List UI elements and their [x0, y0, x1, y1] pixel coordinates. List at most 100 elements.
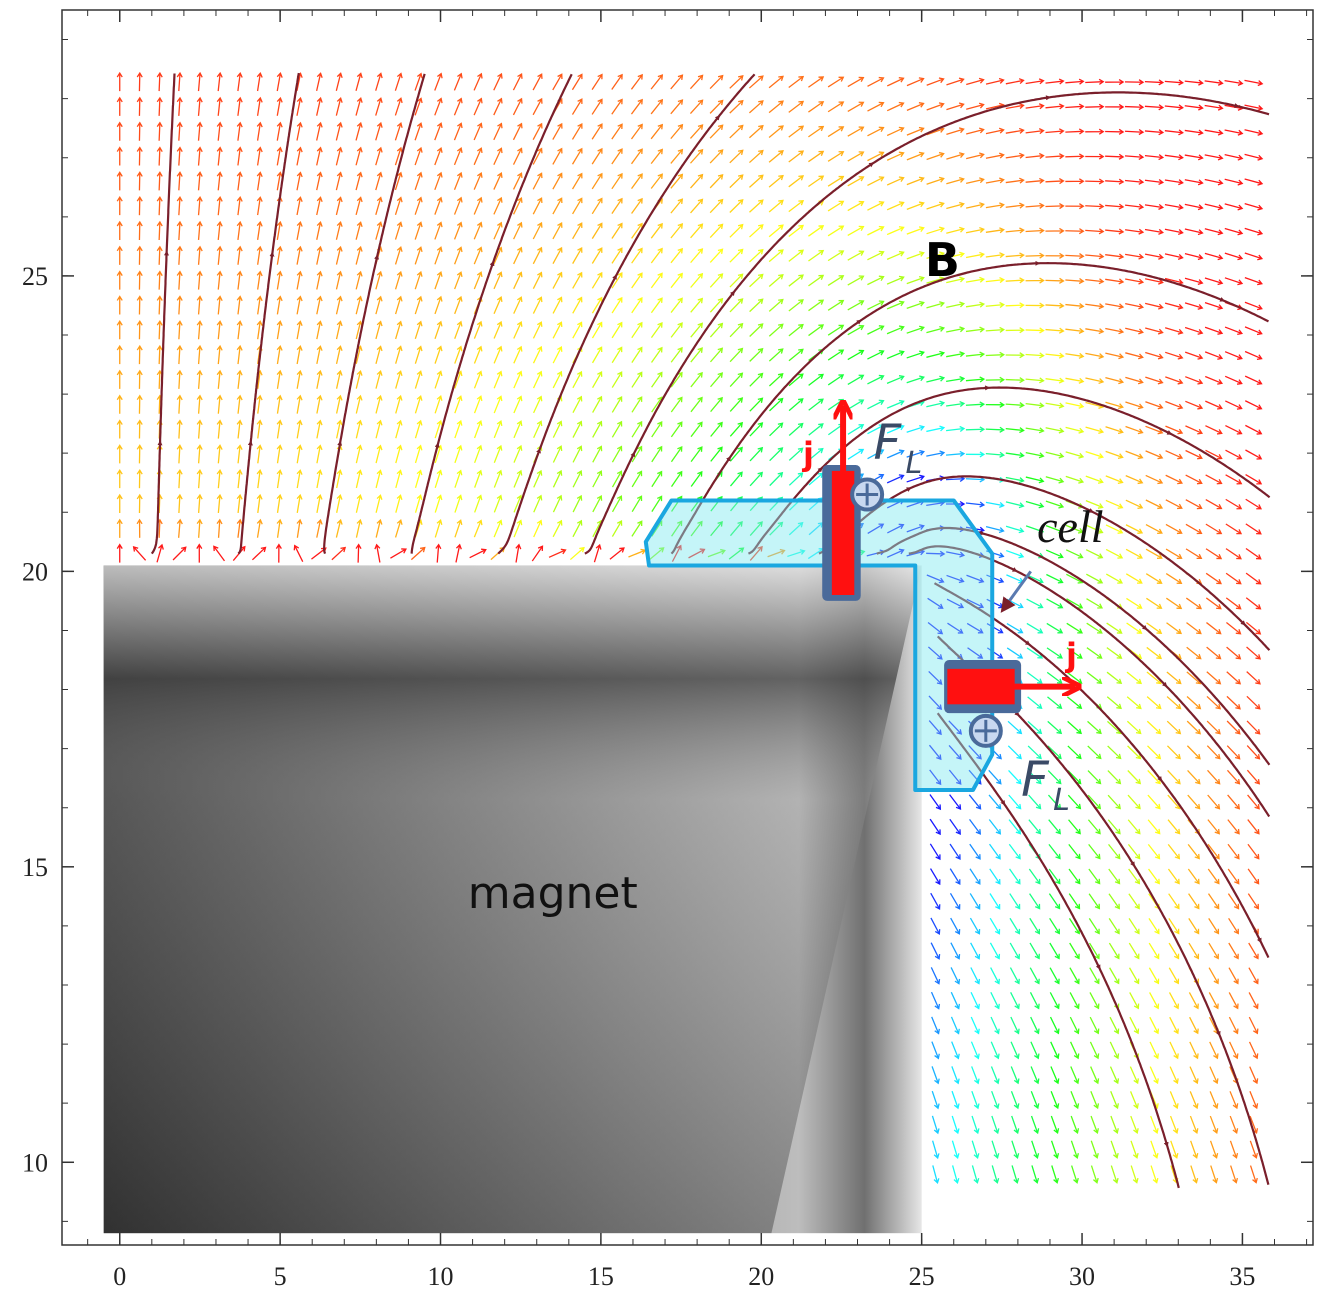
field-arrow — [951, 992, 959, 1008]
field-arrow — [612, 224, 622, 239]
field-arrow — [1031, 1042, 1039, 1058]
field-arrow — [1145, 180, 1163, 185]
field-arrow — [197, 470, 202, 488]
field-arrow — [356, 446, 362, 464]
field-arrow — [1246, 598, 1260, 609]
field-arrow — [553, 74, 562, 90]
field-arrow — [177, 172, 182, 190]
field-arrow — [1126, 476, 1143, 484]
field-arrow — [1105, 204, 1123, 209]
field-arrow — [277, 123, 282, 141]
field-arrow — [1069, 894, 1079, 909]
field-arrow — [1230, 1141, 1237, 1158]
field-arrow — [950, 795, 961, 809]
field-arrow — [514, 446, 522, 463]
field-arrow — [1045, 278, 1063, 283]
field-arrow — [970, 819, 981, 833]
field-arrow — [1085, 154, 1103, 159]
field-arrow — [1010, 918, 1019, 933]
field-arrow — [1206, 524, 1221, 533]
field-arrow — [867, 202, 883, 211]
field-arrow — [671, 348, 682, 362]
field-arrow — [986, 402, 1004, 407]
field-arrow — [1046, 104, 1064, 109]
field-arrow — [1227, 672, 1240, 684]
field-arrow — [1107, 648, 1122, 659]
field-arrow — [1127, 697, 1141, 709]
field-arrow — [970, 918, 979, 934]
field-arrow — [1026, 79, 1044, 84]
field-arrow — [1225, 80, 1243, 85]
field-arrow — [1008, 721, 1021, 733]
field-arrow — [1210, 1042, 1218, 1058]
field-arrow — [1026, 154, 1044, 159]
field-arrow — [1009, 795, 1021, 809]
field-arrow — [691, 398, 702, 412]
field-arrow — [217, 321, 222, 339]
field-arrow — [1111, 1116, 1118, 1133]
field-arrow — [1006, 502, 1023, 508]
field-arrow — [1106, 500, 1123, 508]
field-arrow — [516, 545, 521, 563]
field-arrow — [1229, 918, 1239, 933]
field-arrow — [952, 1091, 959, 1108]
field-arrow — [1111, 1141, 1118, 1158]
field-arrow — [1006, 253, 1024, 258]
field-arrow — [946, 377, 964, 382]
field-arrow — [117, 545, 122, 563]
field-arrow — [1085, 353, 1103, 358]
field-arrow — [514, 372, 522, 388]
field-arrow — [907, 277, 924, 284]
field-arrow — [1065, 353, 1083, 358]
field-arrow — [177, 272, 182, 290]
field-arrow — [435, 371, 442, 388]
field-arrow — [770, 473, 783, 486]
field-arrow — [474, 223, 482, 240]
field-arrow — [1086, 452, 1103, 459]
field-arrow — [848, 450, 863, 460]
field-arrow — [455, 173, 462, 190]
field-arrow — [553, 124, 562, 140]
field-arrow — [1206, 623, 1220, 634]
field-arrow — [435, 98, 442, 115]
field-arrow — [907, 78, 924, 86]
field-arrow — [809, 424, 823, 435]
field-arrow — [932, 992, 940, 1008]
field-arrow — [848, 226, 864, 235]
field-arrow — [237, 98, 242, 116]
field-arrow — [1225, 253, 1242, 260]
field-arrow — [1125, 377, 1142, 383]
field-arrow — [494, 198, 502, 214]
field-arrow — [1125, 279, 1143, 284]
field-arrow — [828, 350, 843, 360]
field-arrow — [514, 248, 522, 264]
field-arrow — [137, 321, 142, 339]
field-arrow — [376, 446, 382, 463]
field-arrow — [1145, 402, 1162, 409]
field-arrow — [651, 100, 662, 114]
field-arrow — [750, 473, 762, 486]
field-arrow — [549, 549, 565, 557]
field-arrow — [1205, 155, 1223, 160]
field-arrow — [1150, 1042, 1158, 1058]
field-arrow — [455, 495, 462, 512]
field-arrow — [1026, 303, 1044, 308]
field-arrow — [376, 421, 382, 438]
field-arrow — [177, 296, 182, 314]
field-arrow — [1109, 894, 1119, 909]
field-arrow — [474, 347, 481, 364]
field-arrow — [117, 296, 122, 314]
field-arrow — [1029, 820, 1040, 834]
field-arrow — [1207, 696, 1220, 708]
field-arrow — [1128, 770, 1140, 783]
field-arrow — [952, 1141, 958, 1158]
field-arrow — [1105, 179, 1123, 184]
field-arrow — [494, 372, 502, 389]
field-arrow — [1048, 721, 1061, 733]
field-arrow — [1170, 1042, 1178, 1058]
field-arrow — [1205, 229, 1222, 235]
field-arrow — [628, 549, 645, 557]
field-arrow — [671, 100, 683, 114]
field-arrow — [1050, 992, 1059, 1008]
field-arrow — [1006, 153, 1024, 158]
